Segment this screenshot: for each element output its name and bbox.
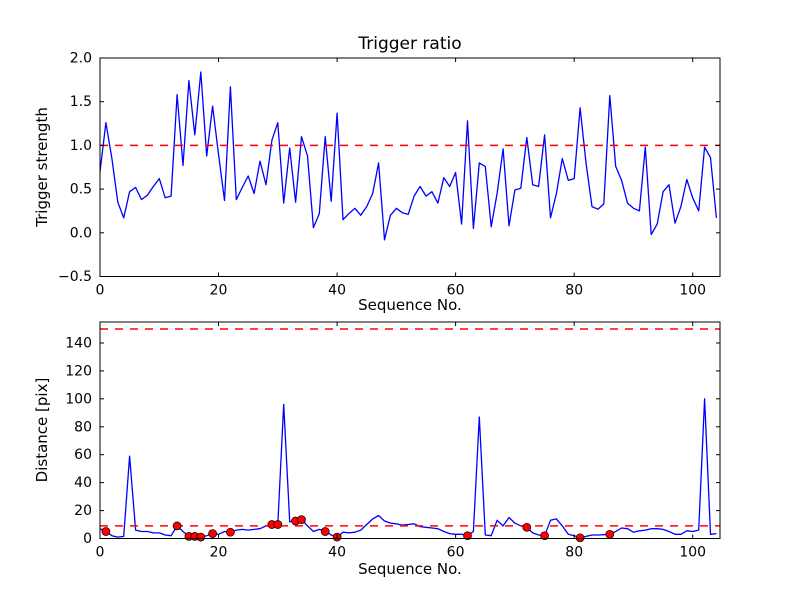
data-point-marker [320,527,330,536]
chart-title: Trigger ratio [358,34,462,54]
top-y-axis-label: Trigger strength [33,107,51,227]
y-tick-label: 120 [65,363,92,379]
x-tick-label: 40 [328,283,346,299]
data-point-marker [605,529,615,539]
y-tick-label: 100 [65,391,92,407]
data-point-marker [101,527,111,536]
top-plot: 0 20 40 60 80 100 −0.5 0.0 0.5 1.0 1.5 2.0 [58,51,721,299]
x-tick-label: 80 [565,545,583,561]
x-tick-label: 20 [210,545,228,561]
x-tick-label: 0 [96,545,105,561]
data-point-marker [463,531,472,541]
x-tick-label: 0 [96,283,105,299]
series-line [99,71,718,241]
series-line [99,398,717,539]
x-tick-label: 20 [210,283,228,299]
data-point-marker [172,521,182,531]
data-point-marker [196,532,206,542]
y-tick-label: 60 [74,447,92,463]
y-tick-label: 0 [83,531,92,547]
x-tick-label: 80 [565,283,583,299]
y-tick-label: 0.0 [70,225,92,241]
axes-frame [99,57,721,277]
y-tick-label: 1.5 [70,94,92,110]
data-point-marker [522,522,532,532]
x-tick-label: 60 [447,283,465,299]
x-tick-label: 100 [679,545,706,561]
y-tick-label: 1.0 [70,138,92,154]
bottom-x-axis-label: Sequence No. [358,560,462,578]
x-tick-label: 40 [328,545,346,561]
y-tick-label: 0.5 [70,182,92,198]
y-tick-label: 2.0 [70,51,92,67]
y-tick-label: 140 [65,335,92,351]
x-tick-label: 100 [679,283,706,299]
data-point-marker [297,515,306,524]
bottom-plot: 0 20 40 60 80 100 0 20 40 60 80 100 120 140 [65,321,721,561]
data-point-marker [540,531,549,541]
data-point-marker [575,533,585,543]
y-tick-label: 20 [74,503,92,519]
top-x-axis-label: Sequence No. [358,296,462,314]
y-tick-label: −0.5 [58,269,92,285]
axes-frame [99,321,721,539]
y-tick-label: 80 [74,419,92,435]
data-point-marker [273,520,283,529]
y-tick-label: 40 [74,475,92,491]
bottom-y-axis-label: Distance [pix] [33,377,51,483]
data-point-marker [226,527,235,537]
data-point-marker [208,529,217,538]
x-tick-label: 60 [447,545,465,561]
